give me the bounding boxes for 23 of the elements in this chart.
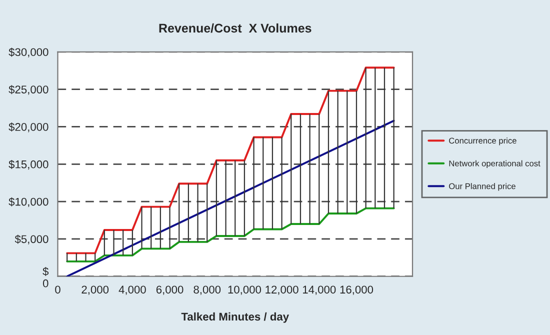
- y-tick-label: $5,000: [14, 234, 48, 244]
- legend-label: Network operational cost: [449, 160, 540, 168]
- y-tick-label: $30,000: [8, 48, 48, 58]
- legend-label: Our Planned price: [449, 183, 516, 191]
- x-tick-label: 8,000: [194, 286, 221, 295]
- chart-title: Revenue/Cost X Volumes: [159, 23, 312, 33]
- line-series: [66, 66, 395, 254]
- x-tick-label: 14,000: [303, 286, 336, 295]
- x-tick-label: 4,000: [118, 286, 146, 295]
- y-tick-label: $ 0: [42, 266, 49, 288]
- legend-label: Concurrence price: [449, 138, 516, 146]
- x-axis-title: Talked Minutes / day: [181, 312, 289, 323]
- y-tick-label: $25,000: [8, 85, 48, 95]
- y-tick-label: $15,000: [8, 160, 48, 170]
- x-tick-label: 0: [55, 286, 60, 294]
- y-tick-label: $20,000: [8, 122, 48, 132]
- x-tick-label: 2,000: [82, 286, 109, 295]
- x-tick-label: 12,000: [266, 286, 298, 295]
- x-tick-label: 16,000: [340, 286, 374, 295]
- x-tick-label: 10,000: [228, 286, 262, 295]
- line-series: [66, 207, 395, 262]
- y-tick-label: $10,000: [8, 197, 48, 208]
- x-tick-label: 6,000: [156, 286, 184, 295]
